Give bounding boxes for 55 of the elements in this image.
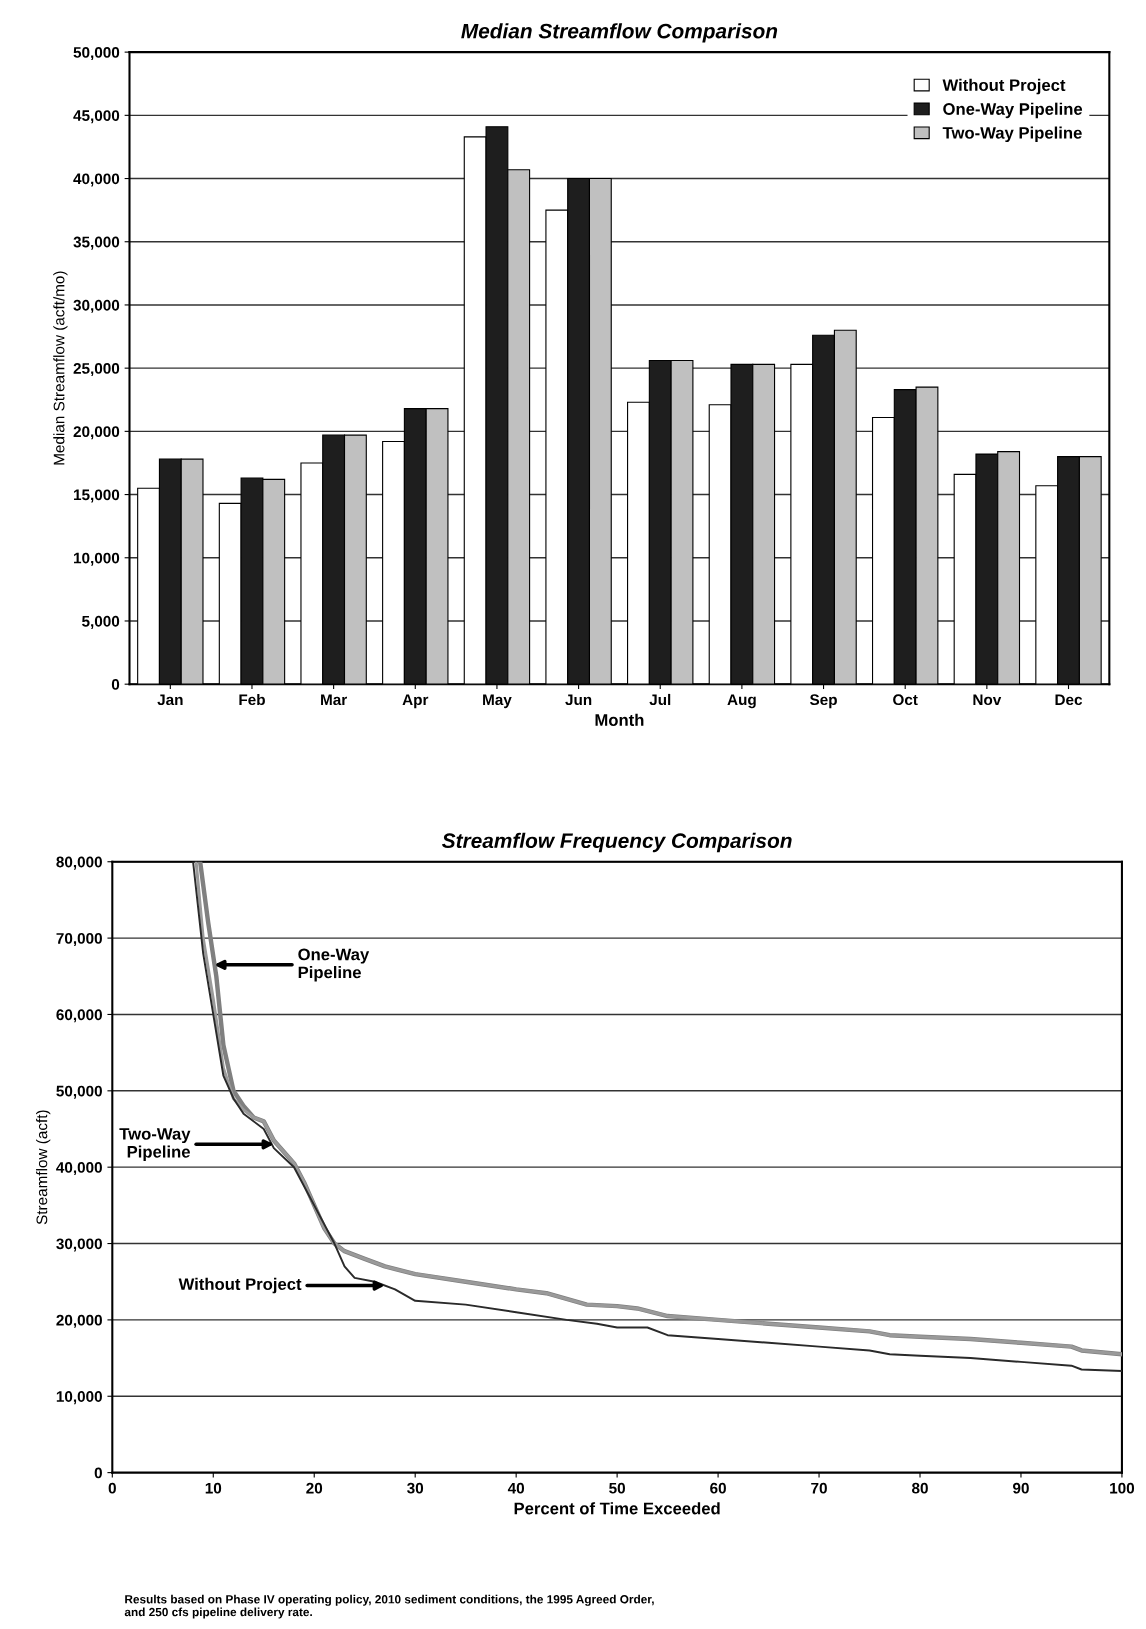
text: Results based on Phase IV operating policy, 2010 sediment conditions, the 1995 Agreed Order, and 250 cfs pipeline delivery rate. — [124, 1594, 654, 1619]
x-tick-label: 40 — [507, 1482, 525, 1494]
x-tick-label: 20 — [306, 1482, 323, 1494]
y-tick-label: 20,000 — [73, 426, 120, 440]
annotation: One-Way Pipeline — [298, 948, 370, 982]
y-tick-label: 5,000 — [82, 615, 120, 629]
y-tick-label: 50,000 — [73, 47, 120, 61]
x-tick-label: 10 — [205, 1482, 222, 1494]
x-tick-label: Apr — [402, 694, 429, 709]
x-tick-label: Aug — [727, 694, 756, 709]
x-tick-label: 70 — [811, 1482, 827, 1494]
y-tick-label: 10,000 — [74, 552, 120, 566]
y-tick-label: 60,000 — [56, 1009, 102, 1023]
x-tick-label: Sep — [809, 694, 837, 709]
x-tick-label: May — [483, 694, 512, 709]
y-axis-title: Median Streamflow (acft/mo) — [53, 271, 68, 465]
y-tick-label: 35,000 — [73, 236, 120, 250]
y-axis-title: Streamflow (acft) — [36, 1110, 51, 1225]
x-tick-label: 90 — [1013, 1482, 1029, 1494]
y-tick-label: 70,000 — [56, 932, 102, 946]
x-tick-label: 100 — [1110, 1482, 1135, 1494]
x-tick-label: Jun — [565, 694, 592, 706]
legend-label: Without Project — [942, 78, 1066, 95]
y-tick-label: 25,000 — [73, 363, 120, 377]
annotation: Two-Way Pipeline — [119, 1128, 191, 1162]
chart-title: Median Streamflow Comparison — [461, 23, 778, 43]
x-tick-label: 50 — [609, 1482, 625, 1494]
x-tick-label: Nov — [973, 694, 1002, 706]
x-tick-label: 80 — [912, 1482, 928, 1494]
y-tick-label: 0 — [111, 679, 120, 690]
y-tick-label: 10,000 — [56, 1391, 102, 1405]
y-tick-label: 45,000 — [73, 110, 120, 124]
x-axis-title: Percent of Time Exceeded — [514, 1502, 720, 1515]
x-axis-title: Month — [595, 713, 644, 726]
y-tick-label: 30,000 — [56, 1238, 102, 1252]
x-tick-label: Dec — [1055, 694, 1083, 706]
x-tick-label: Mar — [321, 694, 347, 706]
chart-title: Streamflow Frequency Comparison — [442, 832, 792, 853]
annotation: Without Project — [178, 1277, 302, 1294]
legend-label: One-Way Pipeline — [943, 102, 1083, 119]
y-tick-label: 80,000 — [56, 856, 102, 870]
x-tick-label: Oct — [893, 694, 918, 706]
x-tick-label: 30 — [407, 1482, 424, 1494]
y-tick-label: 20,000 — [56, 1314, 102, 1328]
x-tick-label: Feb — [239, 693, 265, 706]
y-tick-label: 30,000 — [73, 299, 120, 313]
x-tick-label: Jan — [157, 694, 183, 706]
y-tick-label: 40,000 — [56, 1162, 102, 1176]
x-tick-label: Jul — [649, 693, 671, 706]
legend-label: Two-Way Pipeline — [942, 126, 1082, 143]
y-tick-label: 15,000 — [74, 489, 120, 503]
y-tick-label: 40,000 — [73, 173, 120, 187]
y-tick-label: 50,000 — [56, 1085, 102, 1099]
x-tick-label: 60 — [710, 1482, 726, 1494]
y-tick-label: 0 — [94, 1467, 102, 1479]
